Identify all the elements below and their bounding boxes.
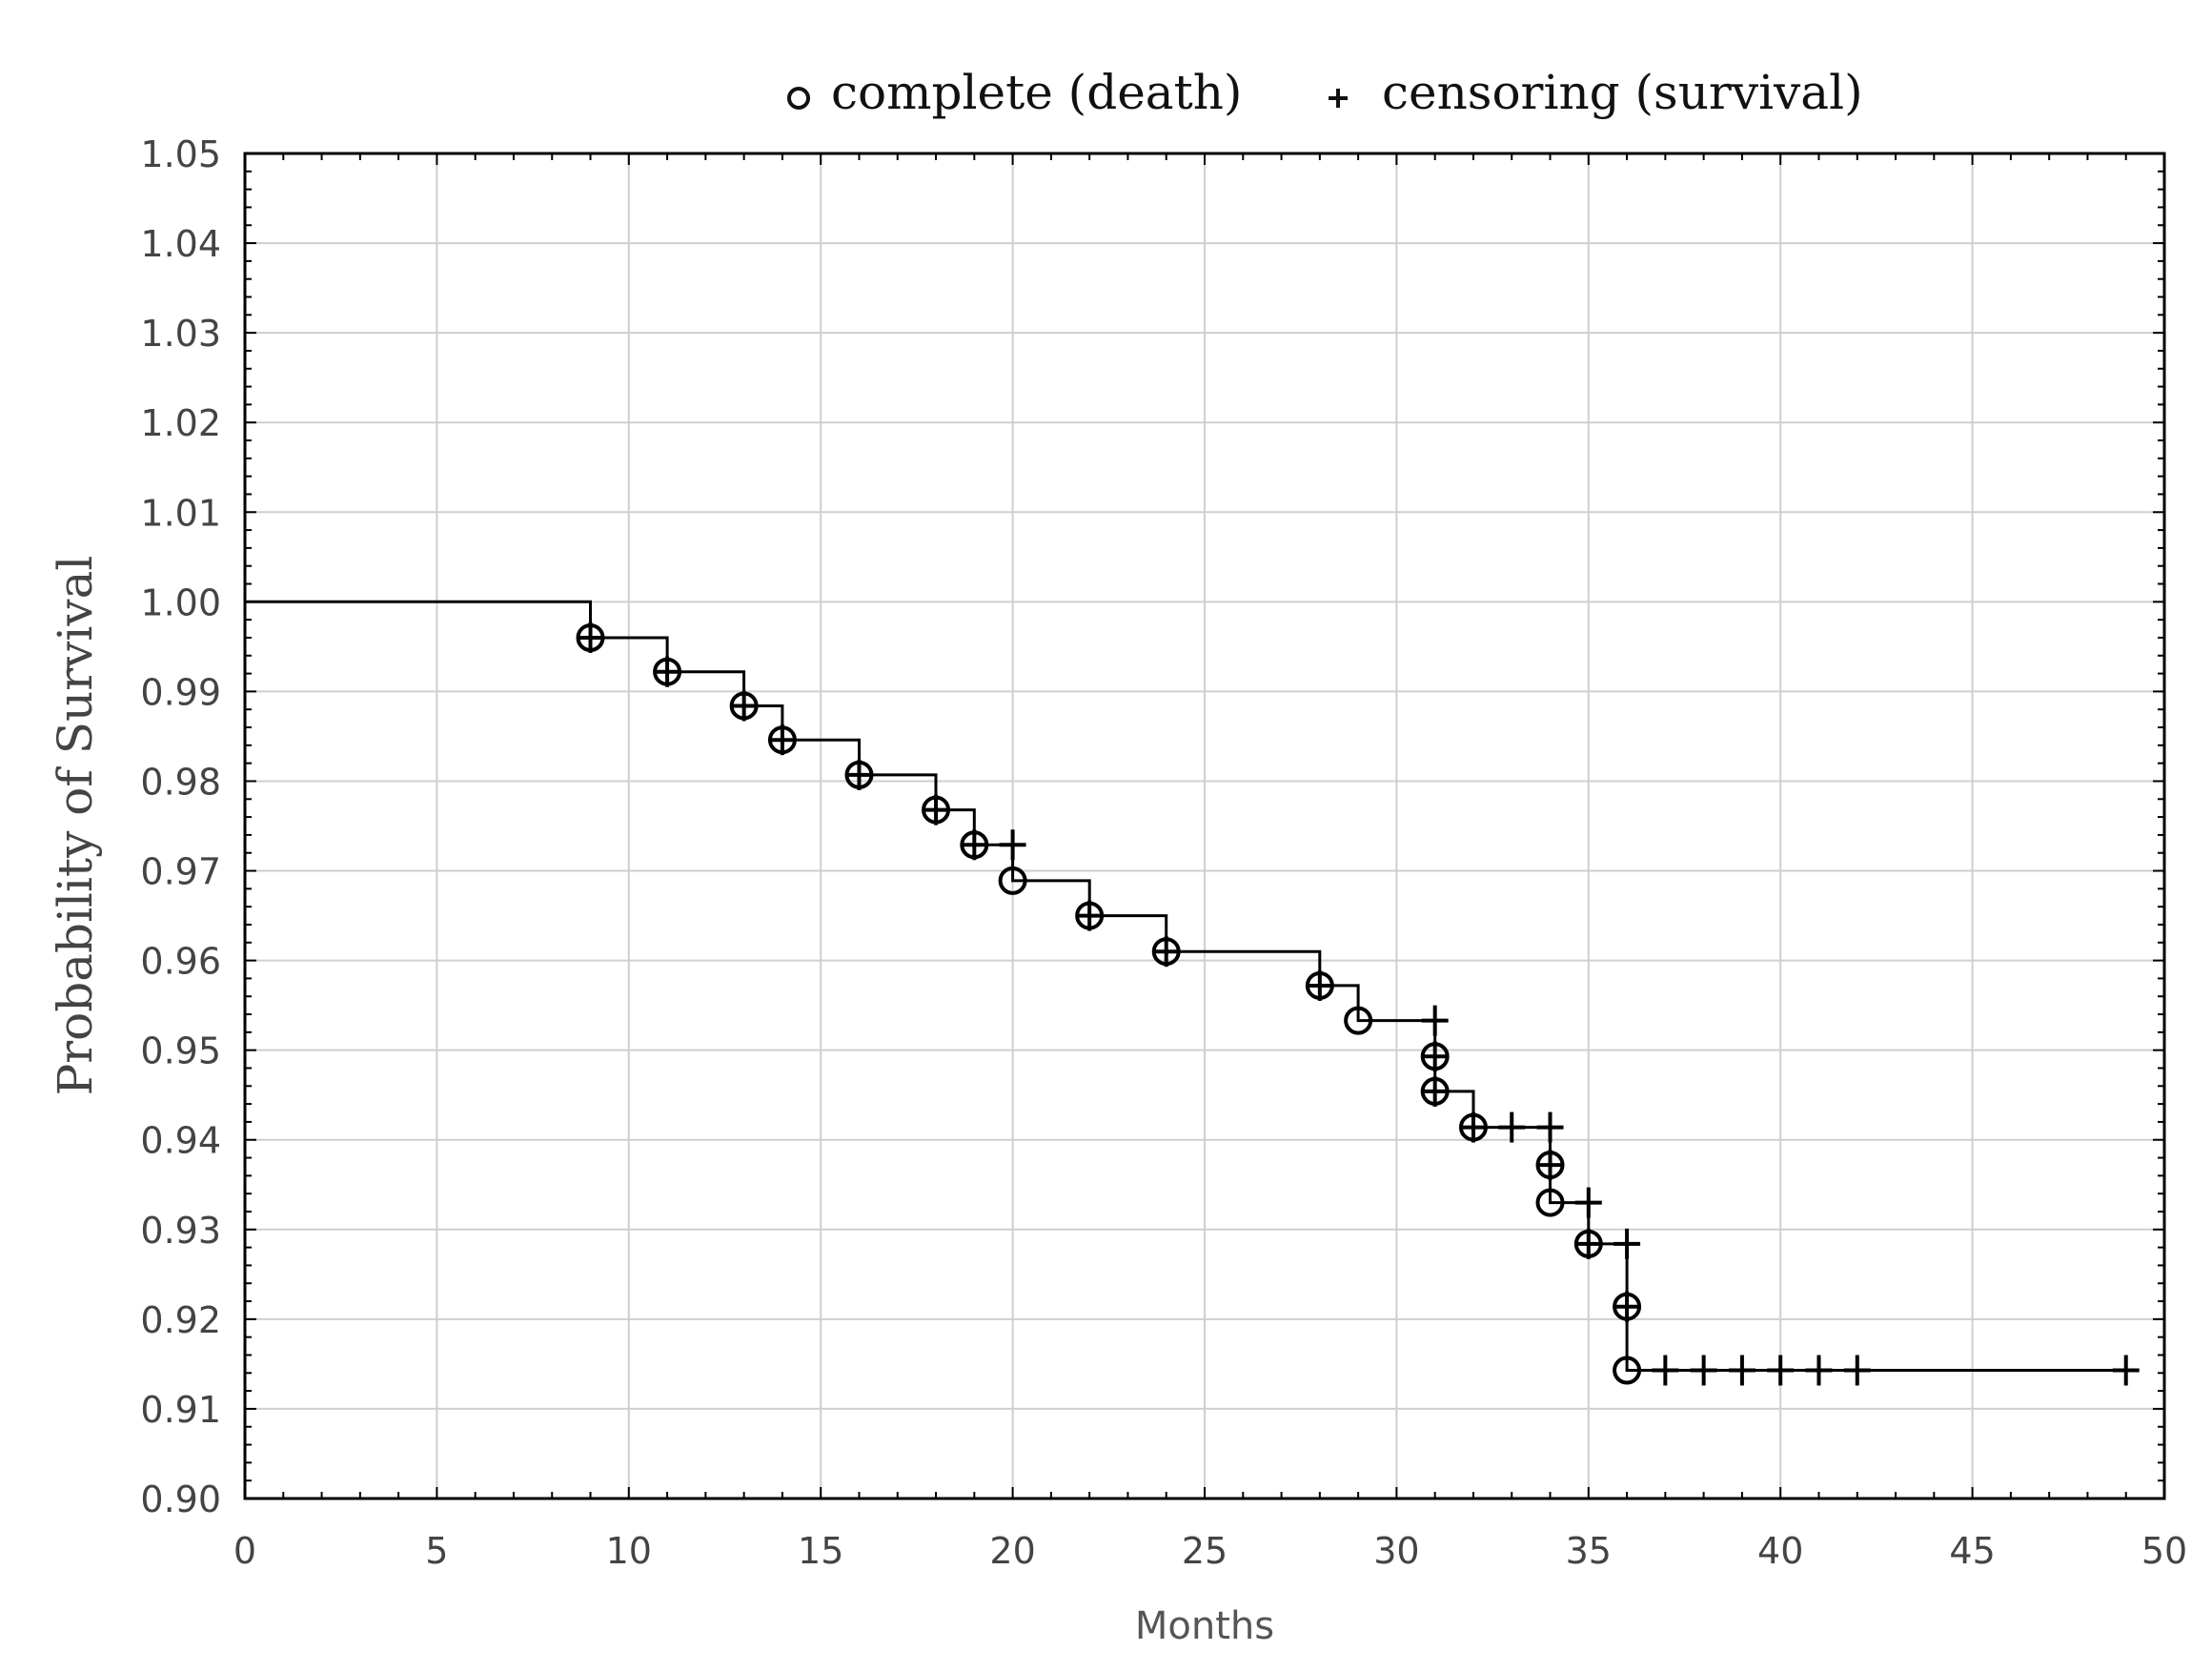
legend-death-marker	[787, 87, 810, 110]
y-tick-label: 0.95	[140, 1030, 221, 1072]
y-tick-label: 0.94	[140, 1120, 221, 1162]
censor-marker	[1459, 1111, 1487, 1143]
censor-marker	[1613, 1291, 1641, 1322]
y-tick-label: 1.00	[140, 581, 221, 623]
censor-marker	[1306, 969, 1333, 1001]
legend-censor-label: censoring (survival)	[1382, 65, 1863, 120]
x-tick-label: 20	[989, 1530, 1035, 1572]
death-marker	[998, 866, 1027, 895]
x-axis-title: Months	[1135, 1604, 1274, 1648]
censor-marker	[654, 656, 681, 687]
censor-marker	[1421, 1005, 1449, 1036]
x-tick-labels: 0 5 10 15 20 25 30 35 40 45 50	[233, 1530, 2187, 1572]
y-tick-label: 1.01	[140, 492, 221, 534]
y-tick-label: 0.99	[140, 671, 221, 713]
x-tick-label: 45	[1949, 1530, 1995, 1572]
grid	[245, 153, 2164, 1499]
x-tick-label: 15	[798, 1530, 843, 1572]
censor-marker	[1843, 1355, 1871, 1386]
censor-marker	[768, 724, 796, 756]
censor-marker	[1652, 1355, 1679, 1386]
x-tick-label: 40	[1757, 1530, 1803, 1572]
y-tick-label: 0.93	[140, 1210, 221, 1252]
censor-marker	[1690, 1355, 1717, 1386]
censor-marker	[1152, 936, 1180, 968]
censor-marker	[923, 794, 950, 826]
censor-marker	[1728, 1355, 1755, 1386]
censor-marker	[999, 829, 1026, 861]
censor-markers	[577, 622, 2140, 1386]
x-tick-label: 30	[1373, 1530, 1419, 1572]
censor-marker	[1805, 1355, 1833, 1386]
legend-censor-marker	[1329, 89, 1348, 108]
y-tick-label: 1.04	[140, 223, 221, 265]
y-tick-label: 1.02	[140, 402, 221, 444]
censor-marker	[730, 690, 758, 722]
legend: complete (death) censoring (survival)	[787, 65, 1863, 120]
y-tick-label: 0.97	[140, 851, 221, 893]
censor-marker	[1536, 1111, 1564, 1143]
legend-death-label: complete (death)	[831, 65, 1242, 120]
censor-marker	[961, 829, 988, 861]
survival-step-line	[245, 600, 2126, 1372]
censor-marker	[1076, 900, 1104, 931]
censor-marker	[1574, 1187, 1602, 1218]
y-axis-title: Probability of Survival	[48, 556, 103, 1096]
censor-marker	[845, 759, 873, 790]
censor-marker	[1767, 1355, 1795, 1386]
y-tick-label: 0.98	[140, 761, 221, 803]
survival-curve	[245, 600, 2126, 1372]
y-tick-label: 0.96	[140, 941, 221, 983]
plot-frame	[243, 152, 2166, 1500]
y-tick-label: 1.05	[140, 133, 221, 175]
x-tick-label: 25	[1182, 1530, 1228, 1572]
death-marker	[1535, 1188, 1565, 1217]
censor-marker	[1498, 1111, 1526, 1143]
x-tick-label: 0	[233, 1530, 256, 1572]
death-marker	[1344, 1006, 1373, 1035]
x-tick-label: 5	[425, 1530, 448, 1572]
y-tick-label: 0.92	[140, 1299, 221, 1341]
censor-marker	[1421, 1075, 1449, 1107]
x-tick-label: 10	[606, 1530, 652, 1572]
censor-marker	[1613, 1228, 1641, 1259]
x-tick-label: 50	[2141, 1530, 2187, 1572]
censor-marker	[1536, 1150, 1564, 1181]
censor-marker	[1574, 1228, 1602, 1259]
death-marker	[1613, 1356, 1642, 1385]
y-tick-labels: 0.90 0.91 0.92 0.93 0.94 0.95 0.96 0.97 0.98 0.99…	[140, 133, 221, 1520]
death-markers	[576, 622, 1642, 1385]
censor-marker	[577, 622, 604, 653]
x-tick-label: 35	[1566, 1530, 1612, 1572]
y-tick-label: 0.90	[140, 1478, 221, 1520]
y-tick-label: 0.91	[140, 1389, 221, 1431]
y-tick-label: 1.03	[140, 313, 221, 355]
censor-marker	[2112, 1355, 2140, 1386]
censor-marker	[1421, 1041, 1449, 1072]
